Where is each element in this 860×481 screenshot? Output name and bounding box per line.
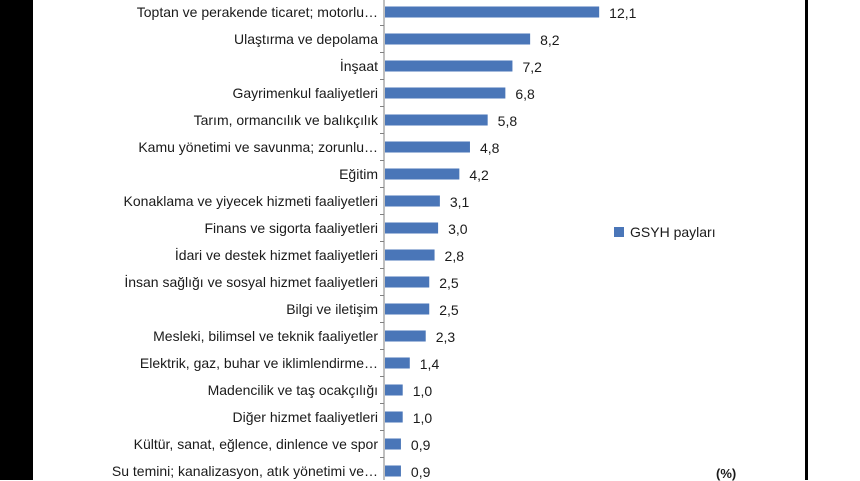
bar	[385, 222, 439, 234]
category-label: Kamu yönetimi ve savunma; zorunlu…	[138, 139, 378, 155]
unit-label: (%)	[716, 466, 737, 481]
category-label: Konaklama ve yiyecek hizmeti faaliyetler…	[124, 193, 378, 209]
frame-margin-right	[808, 0, 860, 480]
bar	[385, 303, 430, 315]
category-label: İnşaat	[340, 57, 378, 74]
data-label: 2,5	[439, 302, 459, 318]
data-label: 1,0	[413, 383, 433, 399]
category-label: Toptan ve perakende ticaret; motorlu…	[137, 4, 378, 20]
data-label: 4,2	[469, 167, 489, 183]
data-label: 0,9	[411, 464, 431, 480]
bar	[385, 384, 403, 396]
data-label: 12,1	[609, 5, 636, 21]
category-label: İdari ve destek hizmet faaliyetleri	[175, 246, 378, 263]
legend-swatch	[614, 227, 624, 237]
data-label: 1,4	[420, 356, 440, 372]
data-label: 1,0	[413, 410, 433, 426]
data-label: 2,8	[445, 248, 465, 264]
category-label: İnsan sağlığı ve sosyal hizmet faaliyetl…	[124, 273, 378, 290]
category-label: Ulaştırma ve depolama	[234, 31, 378, 47]
category-label: Elektrik, gaz, buhar ve iklimlendirme…	[140, 355, 378, 371]
bar	[385, 168, 460, 180]
bar	[385, 195, 440, 207]
data-label: 5,8	[498, 113, 518, 129]
bar	[385, 87, 506, 99]
category-label: Bilgi ve iletişim	[286, 301, 378, 317]
legend: GSYH payları	[614, 224, 716, 240]
legend-label: GSYH payları	[630, 224, 716, 240]
bar	[385, 33, 531, 45]
bar	[385, 60, 513, 72]
bar	[385, 249, 435, 261]
bar	[385, 330, 426, 342]
category-label: Gayrimenkul faaliyetleri	[233, 85, 379, 101]
category-label: Mesleki, bilimsel ve teknik faaliyetler	[153, 328, 378, 344]
category-label: Kültür, sanat, eğlence, dinlence ve spor	[134, 436, 379, 452]
category-label: Finans ve sigorta faaliyetleri	[204, 220, 378, 236]
bar	[385, 465, 401, 477]
data-label: 3,0	[448, 221, 468, 237]
data-label: 7,2	[522, 59, 542, 75]
category-label: Tarım, ormancılık ve balıkçılık	[194, 112, 379, 128]
bar	[385, 6, 600, 18]
category-label: Eğitim	[339, 166, 378, 182]
data-label: 2,5	[439, 275, 459, 291]
bar	[385, 357, 410, 369]
bar	[385, 438, 401, 450]
category-label: Diğer hizmet faaliyetleri	[233, 409, 379, 425]
bar	[385, 141, 470, 153]
data-label: 4,8	[480, 140, 500, 156]
data-label: 6,8	[515, 86, 535, 102]
category-label: Madencilik ve taş ocakçılığı	[208, 382, 378, 398]
frame-border-left	[0, 0, 33, 480]
bar	[385, 114, 488, 126]
data-label: 0,9	[411, 437, 431, 453]
bar	[385, 276, 430, 288]
data-label: 2,3	[436, 329, 456, 345]
bar	[385, 411, 403, 423]
category-label: Su temini; kanalizasyon, atık yönetimi v…	[112, 463, 378, 479]
data-label: 8,2	[540, 32, 560, 48]
frame-border-right	[805, 0, 808, 480]
data-label: 3,1	[450, 194, 470, 210]
